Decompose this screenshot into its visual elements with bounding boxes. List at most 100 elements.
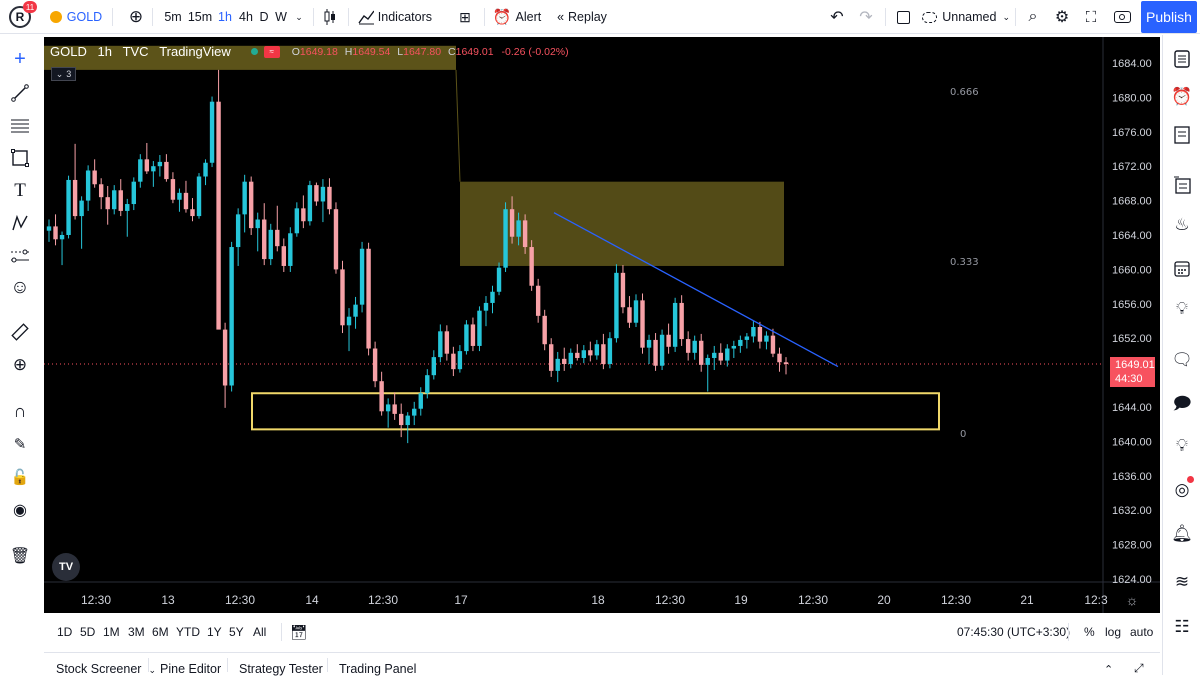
candle-body: [85, 170, 91, 201]
log-scale-toggle[interactable]: log: [1105, 625, 1122, 639]
tab-pine-editor[interactable]: Pine Editor: [160, 662, 222, 676]
fib-level-label: 0.333: [950, 257, 979, 268]
candle-body: [392, 404, 397, 414]
alert-button[interactable]: ⏰ Alert: [493, 0, 541, 34]
axis-settings-gear-icon[interactable]: ☼: [1126, 592, 1139, 608]
tradingview-logo-icon[interactable]: TV: [52, 553, 80, 581]
watchlist-icon[interactable]: [1167, 44, 1197, 74]
publish-button[interactable]: Publish: [1141, 1, 1197, 33]
chart-pane[interactable]: 0.666 0.333 0 1684.00 1680.00 1676.00 1672.00 1…: [44, 37, 1160, 613]
calendar-icon[interactable]: [1167, 253, 1197, 283]
interval-4h[interactable]: 4h: [239, 10, 253, 24]
ruler-icon[interactable]: [4, 317, 36, 347]
top-toolbar: R 11 GOLD ⊕ 5m 15m 1h 4h D W ⌄ Indicator…: [0, 0, 1200, 34]
candle-body: [614, 272, 619, 339]
interval-chevron-down-icon[interactable]: ⌄: [295, 11, 303, 22]
utc-clock[interactable]: 07:45:30 (UTC+3:30): [957, 625, 1071, 639]
zoom-in-icon[interactable]: ⊕: [12, 355, 28, 374]
tab-stock-screener[interactable]: Stock Screener ⌄: [56, 653, 156, 676]
candle-body: [333, 209, 339, 270]
candle-body: [118, 190, 123, 211]
auto-scale-toggle[interactable]: auto: [1130, 625, 1154, 639]
trash-icon[interactable]: 🗑: [9, 548, 31, 565]
prediction-tool-icon[interactable]: [4, 241, 36, 271]
interval-w[interactable]: W: [275, 10, 287, 24]
range-all[interactable]: All: [253, 625, 267, 639]
candle-body: [431, 357, 437, 376]
range-5y[interactable]: 5Y: [229, 625, 244, 639]
candle-body: [275, 229, 280, 247]
hotlists-flame-icon[interactable]: ♨: [1174, 215, 1190, 234]
fullscreen-toggle-icon[interactable]: [894, 0, 912, 34]
interval-15m[interactable]: 15m: [187, 10, 213, 24]
candle-body: [209, 101, 215, 163]
percent-scale-toggle[interactable]: %: [1084, 625, 1095, 639]
candle-body: [712, 352, 717, 358]
data-delay-icon: ≈: [263, 45, 280, 58]
pattern-tool-icon[interactable]: [4, 208, 36, 238]
interval-5m[interactable]: 5m: [164, 10, 182, 24]
interval-d[interactable]: D: [259, 10, 269, 24]
tab-strategy-tester[interactable]: Strategy Tester: [239, 662, 323, 676]
fullscreen-icon[interactable]: ⛶: [1085, 8, 1097, 26]
gear-icon[interactable]: ⚙: [1054, 9, 1070, 26]
trend-line-icon[interactable]: [4, 78, 36, 108]
go-to-date-calendar-icon[interactable]: 📅︎: [290, 623, 308, 640]
hide-drawings-eye-icon[interactable]: ◉: [13, 502, 27, 519]
candle-body: [242, 181, 247, 215]
notifications-lightbulb-icon[interactable]: 💡︎: [1176, 436, 1188, 455]
streams-broadcast-icon[interactable]: ◎: [1167, 475, 1197, 505]
ticker-tape-icon[interactable]: ≋: [1174, 572, 1190, 591]
candles-chart-type-icon[interactable]: [322, 0, 338, 34]
candle-body: [203, 162, 208, 177]
legend-collapse-button[interactable]: ⌄ 3: [51, 67, 76, 81]
candle-body: [509, 209, 515, 237]
candle-body: [359, 248, 365, 305]
camera-icon[interactable]: [1111, 0, 1133, 34]
candle-body: [301, 208, 306, 222]
range-1y[interactable]: 1Y: [207, 625, 222, 639]
redo-icon[interactable]: ↷: [859, 9, 873, 26]
data-window-icon[interactable]: [1167, 170, 1197, 200]
undo-icon[interactable]: ↶: [830, 9, 844, 26]
range-1m[interactable]: 1M: [103, 625, 120, 639]
crosshair-icon[interactable]: +: [14, 47, 26, 70]
object-tree-icon[interactable]: [1167, 120, 1197, 150]
templates-grid-icon[interactable]: ⊞: [459, 8, 471, 25]
candle-body: [646, 339, 652, 348]
candle-body: [757, 327, 763, 342]
fib-retracement-icon[interactable]: [4, 111, 36, 141]
time-axis-tick: 17: [454, 593, 468, 607]
collapse-panel-chevron-icon[interactable]: ⌃: [1104, 664, 1114, 676]
symbol-search-button[interactable]: GOLD: [48, 0, 104, 34]
interval-1h[interactable]: 1h: [218, 10, 232, 24]
indicators-button[interactable]: Indicators: [358, 0, 432, 34]
range-ytd[interactable]: YTD: [176, 625, 200, 639]
alerts-clock-icon[interactable]: ⏰: [1171, 87, 1193, 106]
range-5d[interactable]: 5D: [80, 625, 96, 639]
time-axis-tick: 21: [1020, 593, 1034, 607]
tab-trading-panel[interactable]: Trading Panel: [339, 662, 417, 676]
public-chat-icon[interactable]: 🗩︎: [1172, 393, 1192, 413]
range-1d[interactable]: 1D: [57, 625, 73, 639]
candle-body: [255, 219, 260, 229]
magnet-icon[interactable]: ∩: [13, 400, 27, 421]
stay-in-drawing-mode-icon[interactable]: ✎: [13, 436, 27, 453]
ideas-lightbulb-icon[interactable]: 💡︎: [1176, 299, 1188, 318]
chats-icon[interactable]: 🗨︎: [1171, 350, 1193, 369]
emoji-icon[interactable]: ☺: [10, 277, 30, 298]
replay-button[interactable]: «Replay: [555, 0, 609, 34]
range-3m[interactable]: 3M: [128, 625, 145, 639]
candle-body: [372, 348, 378, 382]
layout-name-button[interactable]: Unnamed ⌄: [922, 0, 1010, 34]
drawing-toolbar: + T ☺ ⊕ ∩ ✎ 🔓 ◉ 🗑: [0, 35, 41, 675]
compare-add-symbol-icon[interactable]: ⊕: [128, 7, 144, 26]
text-tool-icon[interactable]: T: [14, 180, 26, 201]
search-icon[interactable]: ⌕: [1028, 8, 1038, 25]
maximize-panel-icon[interactable]: ⤢: [1134, 661, 1144, 675]
lock-drawings-icon[interactable]: 🔓: [10, 469, 30, 486]
help-icon[interactable]: 🔔︎: [1171, 524, 1193, 543]
dom-icon[interactable]: ☷: [1174, 617, 1190, 636]
rectangle-shape-icon[interactable]: [4, 143, 36, 173]
range-6m[interactable]: 6M: [152, 625, 169, 639]
